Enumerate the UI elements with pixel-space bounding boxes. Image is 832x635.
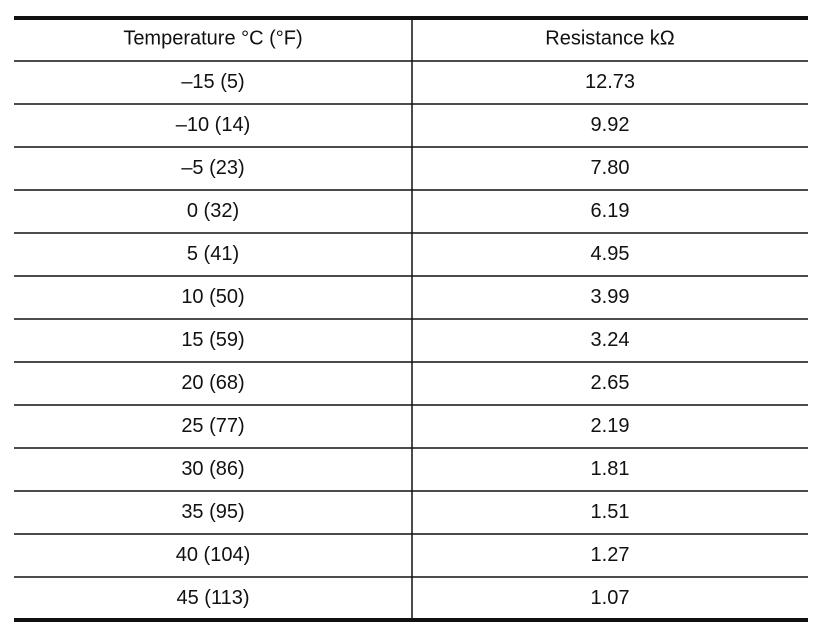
table-cell: 1.81	[591, 458, 630, 480]
header-cell: Temperature °C (°F)	[123, 27, 302, 49]
table-cell: –5 (23)	[181, 157, 244, 179]
table-cell: 20 (68)	[181, 372, 244, 394]
table-cell: 4.95	[591, 243, 630, 265]
table-cell: 6.19	[591, 200, 630, 222]
table-cell: 1.27	[591, 544, 630, 566]
table-cell: 1.51	[591, 501, 630, 523]
table-cell: 7.80	[591, 157, 630, 179]
table-cell: 45 (113)	[176, 587, 249, 609]
table-cell: 3.99	[591, 286, 630, 308]
table-cell: 25 (77)	[181, 415, 244, 437]
table-cell: 40 (104)	[176, 544, 251, 566]
header-cell: Resistance kΩ	[545, 27, 674, 49]
table-cell: 10 (50)	[181, 286, 244, 308]
table-cell: 9.92	[591, 114, 630, 136]
table-cell: –15 (5)	[181, 71, 244, 93]
table-cell: 3.24	[591, 329, 630, 351]
table-cell: 0 (32)	[187, 200, 239, 222]
table-cell: –10 (14)	[176, 114, 251, 136]
table-cell: 1.07	[591, 587, 630, 609]
table-cell: 15 (59)	[181, 329, 244, 351]
table-cell: 12.73	[585, 71, 635, 93]
table-cell: 2.19	[591, 415, 630, 437]
table-cell: 5 (41)	[187, 243, 239, 265]
table-cell: 2.65	[591, 372, 630, 394]
table-cell: 30 (86)	[181, 458, 244, 480]
table-cell: 35 (95)	[181, 501, 244, 523]
